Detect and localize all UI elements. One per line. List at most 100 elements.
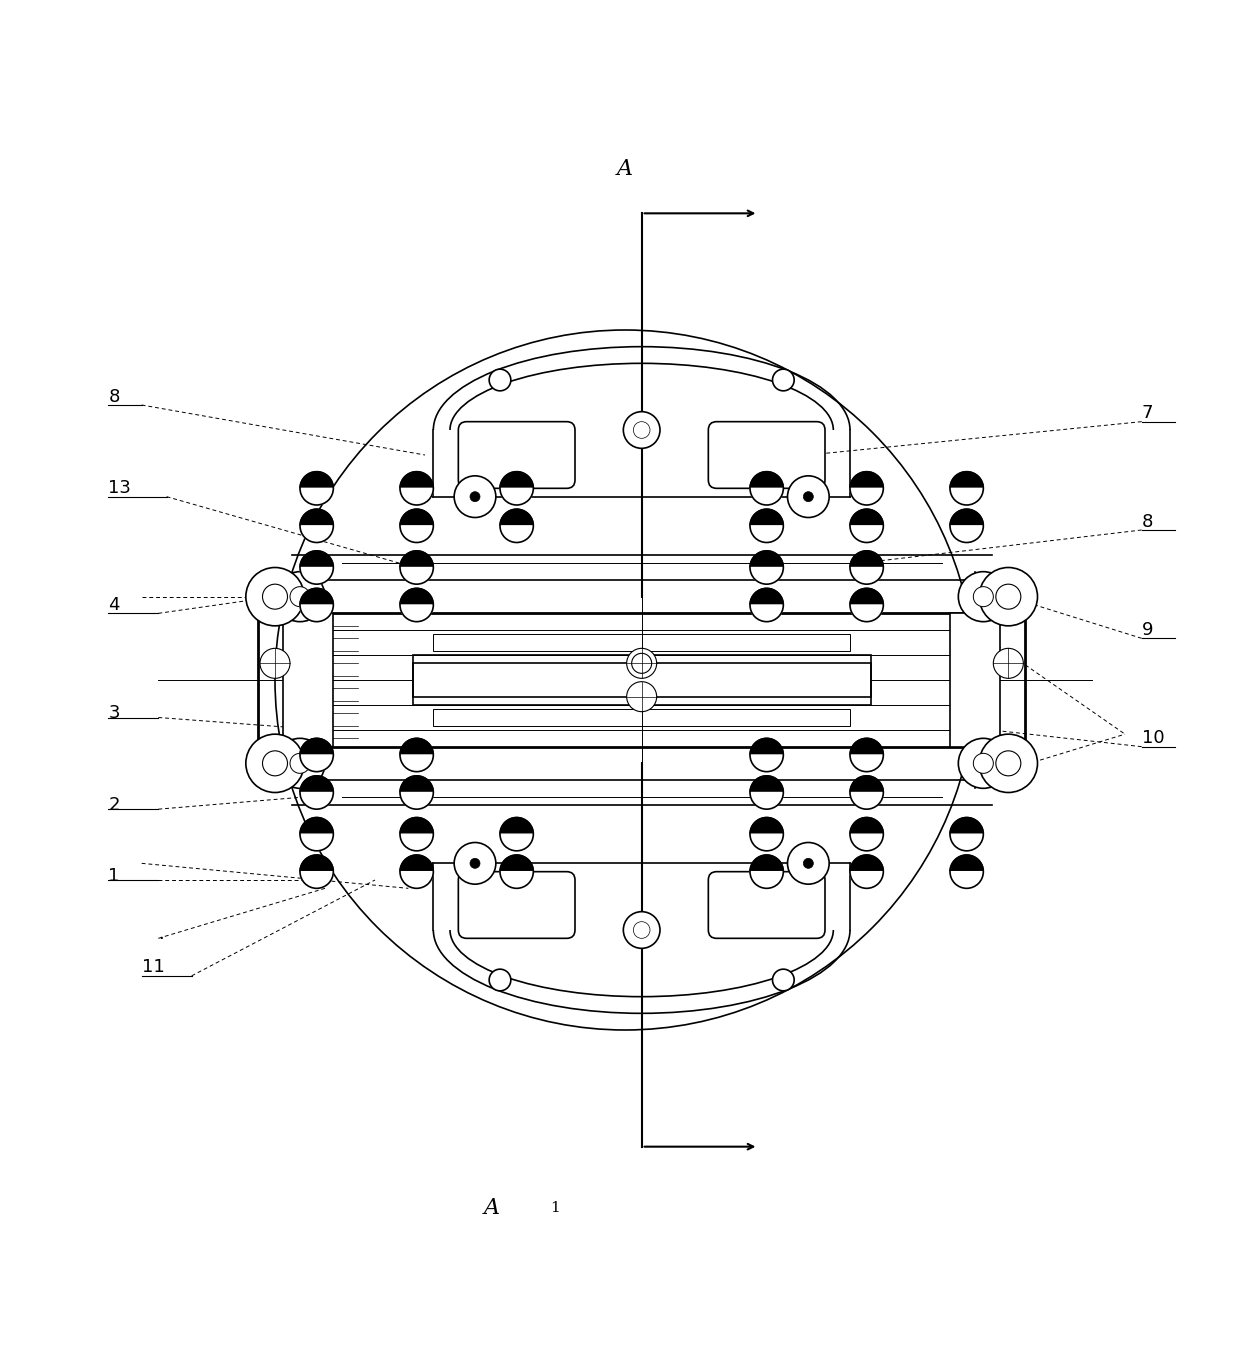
Polygon shape — [850, 509, 884, 526]
Polygon shape — [500, 872, 534, 888]
Polygon shape — [300, 834, 334, 851]
Polygon shape — [300, 872, 334, 888]
Polygon shape — [750, 567, 784, 585]
Polygon shape — [400, 775, 434, 793]
Circle shape — [269, 590, 281, 604]
Text: 9: 9 — [1141, 622, 1154, 639]
Polygon shape — [750, 775, 784, 793]
Circle shape — [804, 492, 814, 502]
Polygon shape — [300, 817, 334, 834]
Polygon shape — [850, 855, 884, 872]
Polygon shape — [750, 817, 784, 834]
Circle shape — [996, 585, 1021, 609]
Text: 1: 1 — [109, 866, 120, 885]
Polygon shape — [300, 738, 334, 755]
Circle shape — [290, 586, 310, 607]
Circle shape — [988, 743, 1029, 785]
Polygon shape — [300, 605, 334, 622]
Polygon shape — [400, 872, 434, 888]
Polygon shape — [950, 526, 984, 543]
Text: A: A — [484, 1197, 500, 1219]
Polygon shape — [300, 755, 334, 771]
Bar — [412, 664, 871, 696]
Circle shape — [260, 649, 290, 679]
Circle shape — [275, 571, 325, 622]
Polygon shape — [400, 738, 434, 755]
Polygon shape — [300, 509, 334, 526]
Text: 8: 8 — [109, 388, 120, 405]
Circle shape — [262, 751, 288, 775]
Polygon shape — [950, 509, 984, 526]
Text: 7: 7 — [1141, 404, 1154, 423]
Circle shape — [489, 369, 511, 390]
Text: 3: 3 — [109, 704, 120, 722]
Polygon shape — [750, 755, 784, 771]
Circle shape — [988, 575, 1029, 617]
Circle shape — [290, 753, 310, 774]
Text: 10: 10 — [1141, 729, 1164, 748]
Polygon shape — [500, 817, 534, 834]
Circle shape — [269, 756, 281, 770]
Circle shape — [254, 575, 296, 617]
Circle shape — [470, 492, 480, 502]
Text: 2: 2 — [109, 796, 120, 815]
FancyBboxPatch shape — [709, 422, 825, 488]
Polygon shape — [850, 551, 884, 567]
Text: 8: 8 — [1141, 513, 1152, 530]
Polygon shape — [400, 855, 434, 872]
Polygon shape — [850, 605, 884, 622]
Polygon shape — [300, 488, 334, 505]
Circle shape — [624, 911, 660, 948]
Polygon shape — [500, 488, 534, 505]
Circle shape — [624, 412, 660, 449]
Circle shape — [634, 422, 650, 438]
Polygon shape — [500, 855, 534, 872]
Polygon shape — [850, 834, 884, 851]
Circle shape — [959, 571, 1009, 622]
Circle shape — [772, 970, 794, 991]
Polygon shape — [300, 567, 334, 585]
Polygon shape — [400, 488, 434, 505]
Polygon shape — [850, 817, 884, 834]
Circle shape — [489, 970, 511, 991]
Polygon shape — [750, 472, 784, 488]
Polygon shape — [950, 834, 984, 851]
Polygon shape — [850, 872, 884, 888]
Circle shape — [979, 734, 1038, 793]
Circle shape — [246, 734, 304, 793]
Polygon shape — [750, 589, 784, 605]
Polygon shape — [300, 793, 334, 809]
Polygon shape — [950, 855, 984, 872]
Polygon shape — [400, 551, 434, 567]
Bar — [950, 613, 1000, 747]
Polygon shape — [750, 872, 784, 888]
Polygon shape — [750, 526, 784, 543]
Polygon shape — [400, 567, 434, 585]
Text: A: A — [618, 158, 632, 180]
Polygon shape — [400, 589, 434, 605]
Polygon shape — [850, 488, 884, 505]
Circle shape — [1001, 590, 1015, 604]
Bar — [284, 613, 334, 747]
Circle shape — [626, 681, 656, 711]
Polygon shape — [750, 488, 784, 505]
Polygon shape — [400, 793, 434, 809]
Polygon shape — [850, 793, 884, 809]
Polygon shape — [750, 738, 784, 755]
Text: 13: 13 — [109, 479, 131, 498]
Polygon shape — [850, 472, 884, 488]
Polygon shape — [500, 526, 534, 543]
Bar — [412, 656, 871, 704]
Polygon shape — [300, 472, 334, 488]
Circle shape — [254, 743, 296, 785]
Polygon shape — [950, 872, 984, 888]
Polygon shape — [850, 738, 884, 755]
Polygon shape — [750, 551, 784, 567]
Circle shape — [959, 738, 1009, 789]
Polygon shape — [400, 472, 434, 488]
Polygon shape — [400, 755, 434, 771]
Polygon shape — [950, 472, 984, 488]
Polygon shape — [950, 488, 984, 505]
Polygon shape — [750, 793, 784, 809]
Circle shape — [262, 585, 288, 609]
